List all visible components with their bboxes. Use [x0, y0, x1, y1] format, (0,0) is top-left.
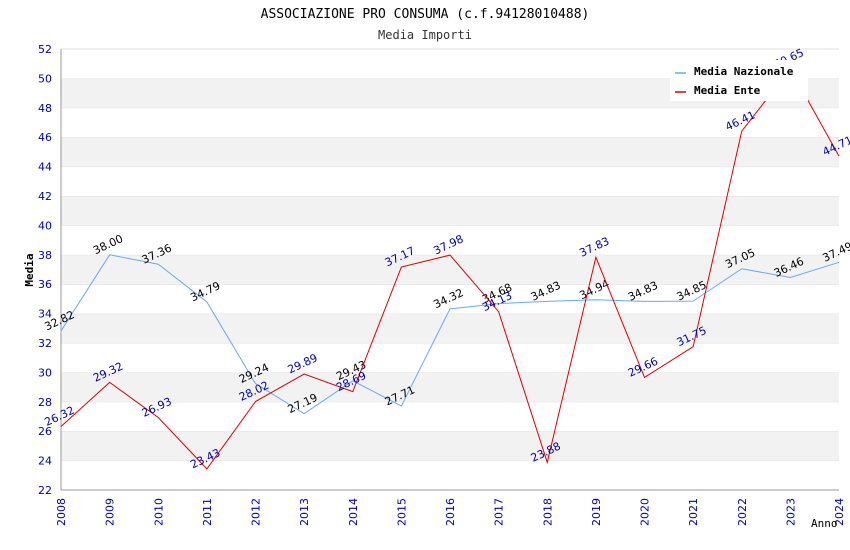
- x-axis-label: Anno: [811, 517, 838, 530]
- chart-subtitle: Media Importi: [378, 28, 472, 42]
- chart-title: ASSOCIAZIONE PRO CONSUMA (c.f.9412801048…: [261, 7, 590, 22]
- grid-band: [61, 196, 839, 226]
- x-tick-label: 2015: [395, 498, 408, 526]
- y-tick-label: 22: [38, 484, 52, 497]
- y-tick-label: 50: [38, 72, 52, 85]
- x-tick-label: 2013: [298, 498, 311, 526]
- y-tick-label: 34: [38, 308, 52, 321]
- x-tick-label: 2019: [590, 498, 603, 526]
- series-line-media-ente: [60, 67, 840, 470]
- grid-band: [61, 313, 839, 343]
- x-tick-label: 2011: [201, 498, 214, 526]
- legend-label-media-nazionale: Media Nazionale: [694, 65, 794, 78]
- y-tick-label: 32: [38, 337, 52, 350]
- y-tick-label: 30: [38, 366, 52, 379]
- x-axis-ticks: 2008 2009 2010 2011 2012 2013 2014 2015 2016 2017…: [55, 498, 846, 526]
- y-tick-label: 26: [38, 425, 52, 438]
- x-tick-label: 2022: [736, 498, 749, 526]
- x-tick-label: 2016: [444, 498, 457, 526]
- legend: Media Nazionale Media Ente: [670, 60, 808, 101]
- x-tick-label: 2014: [347, 498, 360, 526]
- x-tick-label: 2012: [250, 498, 263, 526]
- y-tick-label: 42: [38, 190, 52, 203]
- legend-label-media-ente: Media Ente: [694, 84, 761, 97]
- grid-band: [61, 372, 839, 402]
- x-tick-label: 2009: [104, 498, 117, 526]
- y-tick-label: 24: [38, 455, 52, 468]
- y-tick-label: 40: [38, 219, 52, 232]
- x-tick-label: 2023: [784, 498, 797, 526]
- grid-band: [61, 107, 839, 138]
- x-tick-label: 2008: [55, 498, 68, 526]
- grid-bands: [61, 48, 839, 490]
- x-tick-label: 2021: [687, 498, 700, 526]
- grid-band: [61, 166, 839, 196]
- grid-band: [61, 343, 839, 373]
- legend-box: [670, 60, 808, 101]
- y-axis-ticks: 22 24 26 28 30 32 34 36 38 40 42 44 46 48 50 52: [38, 43, 52, 497]
- grid-band: [61, 254, 839, 285]
- x-tick-label: 2024: [833, 498, 846, 526]
- series-line-media-nazionale: [60, 254, 840, 415]
- grid-band: [61, 225, 839, 255]
- y-tick-label: 52: [38, 43, 52, 56]
- y-tick-label: 38: [38, 249, 52, 262]
- grid-band: [61, 431, 839, 461]
- y-tick-label: 48: [38, 102, 52, 115]
- grid-band: [61, 401, 839, 432]
- x-tick-label: 2018: [541, 498, 554, 526]
- y-tick-label: 28: [38, 396, 52, 409]
- grid-band: [61, 137, 839, 167]
- x-tick-label: 2020: [639, 498, 652, 526]
- x-tick-label: 2017: [493, 498, 506, 526]
- x-tick-label: 2010: [152, 498, 165, 526]
- y-tick-label: 36: [38, 278, 52, 291]
- grid-band: [61, 460, 839, 490]
- y-axis-label: Media: [23, 253, 36, 286]
- y-tick-label: 44: [38, 161, 52, 174]
- y-tick-label: 46: [38, 131, 52, 144]
